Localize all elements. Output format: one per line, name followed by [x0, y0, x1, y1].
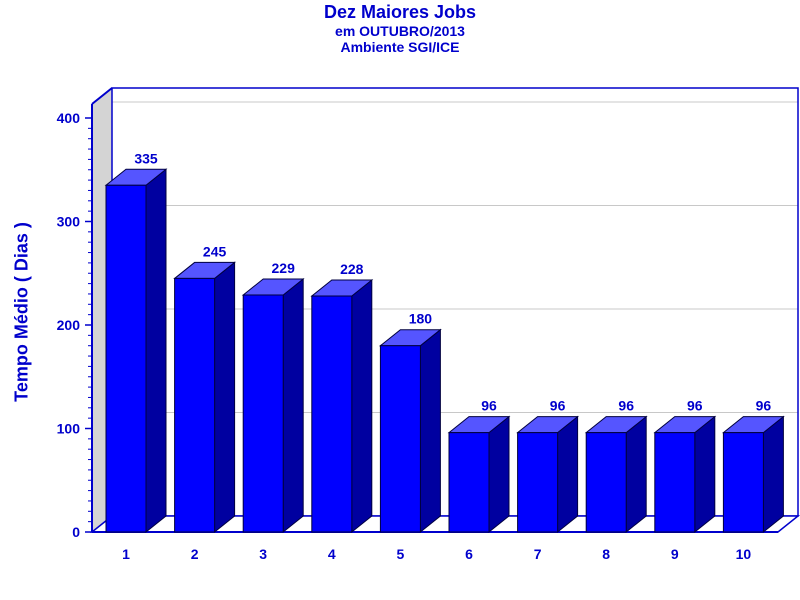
x-tick-label: 3	[259, 546, 267, 562]
bar-side	[214, 261, 236, 534]
chart-subtitle-period: em OUTUBRO/2013	[335, 23, 465, 39]
bar-value-label: 96	[687, 398, 703, 414]
x-tick-label: 5	[397, 546, 405, 562]
bar-value-label: 96	[756, 398, 772, 414]
bar-value-label: 229	[272, 260, 296, 276]
bar-side	[694, 415, 716, 534]
bar-value-label: 96	[618, 398, 634, 414]
bar-side	[419, 328, 441, 534]
chart-title: Dez Maiores Jobs	[323, 2, 477, 22]
x-tick-label: 1	[122, 546, 130, 562]
y-tick-label: 200	[57, 317, 81, 333]
bar-value-label: 245	[203, 243, 227, 259]
bar	[654, 432, 696, 533]
x-tick-label: 8	[602, 546, 610, 562]
bar-value-label: 335	[134, 150, 158, 166]
y-tick-label: 100	[57, 421, 81, 437]
x-tick-label: 7	[534, 546, 542, 562]
bar	[242, 294, 284, 533]
y-tick-label: 0	[72, 524, 80, 540]
x-tick-label: 9	[671, 546, 679, 562]
bar-side	[625, 415, 647, 534]
bar	[311, 295, 353, 533]
bar-side	[145, 168, 167, 534]
bar-side	[488, 415, 510, 534]
bar-value-label: 96	[481, 398, 497, 414]
bar	[379, 345, 421, 533]
x-tick-label: 10	[736, 546, 752, 562]
bar	[448, 432, 490, 533]
bar-value-label: 228	[340, 261, 364, 277]
x-tick-label: 2	[191, 546, 199, 562]
bar-side	[282, 277, 304, 534]
bar	[722, 432, 764, 533]
side-wall-top-edge	[91, 87, 113, 105]
chart-subtitle-environment: Ambiente SGI/ICE	[340, 39, 460, 55]
x-tick-label: 6	[465, 546, 473, 562]
y-tick-label: 300	[57, 214, 81, 230]
bar-side	[762, 415, 784, 534]
bar	[105, 184, 147, 533]
bar	[517, 432, 559, 533]
bar-side	[351, 278, 373, 534]
x-tick-label: 4	[328, 546, 336, 562]
bar	[585, 432, 627, 533]
y-tick-label: 400	[57, 110, 81, 126]
bar-side	[557, 415, 579, 534]
bar-value-label: 180	[409, 311, 433, 327]
bar-value-label: 96	[550, 398, 566, 414]
bar	[174, 277, 216, 533]
